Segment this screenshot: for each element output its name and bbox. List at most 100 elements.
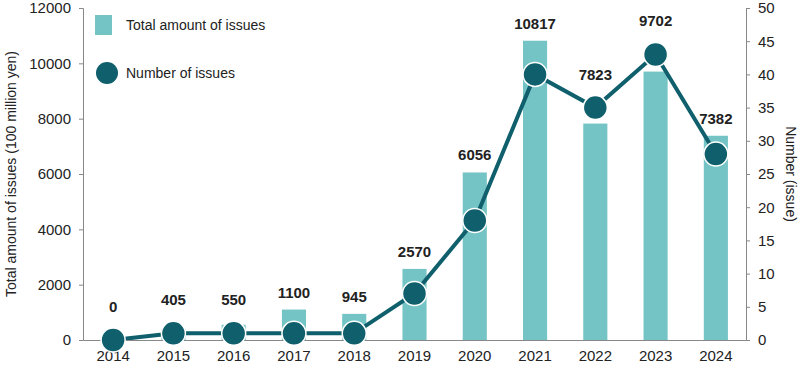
tick: 10 (746, 265, 775, 282)
tick-mark (746, 307, 750, 308)
marker (523, 62, 547, 86)
tick: 8000 (38, 110, 83, 127)
tick: 2022 (579, 340, 612, 364)
tick-label: 2015 (157, 347, 190, 364)
tick: 2023 (639, 340, 672, 364)
chart: 0 2000 4000 6000 8000 10000 12000 0 5 10 15 20 25 30 3… (0, 0, 800, 370)
tick-label: 0 (63, 331, 71, 348)
data-label: 6056 (458, 146, 491, 163)
tick-mark (79, 285, 83, 286)
tick: 20 (746, 199, 775, 216)
legend-swatch (96, 62, 118, 84)
tick-label: 35 (758, 99, 775, 116)
tick-mark (79, 229, 83, 230)
marker (161, 321, 185, 345)
bar (583, 124, 607, 340)
tick-label: 2017 (277, 347, 310, 364)
tick: 2020 (458, 340, 491, 364)
data-label: 7823 (579, 66, 612, 83)
tick-label: 2016 (217, 347, 250, 364)
tick-label: 2023 (639, 347, 672, 364)
tick-label: 2000 (38, 276, 71, 293)
tick-mark (746, 74, 750, 75)
tick-label: 2019 (398, 347, 431, 364)
tick-label: 8000 (38, 110, 71, 127)
tick-label: 10 (758, 265, 775, 282)
tick-label: 20 (758, 199, 775, 216)
data-label: 550 (221, 291, 246, 308)
y-axis-title: Total amount of issues (100 million yen) (3, 51, 19, 297)
legend: Total amount of issuesNumber of issues (95, 15, 265, 84)
tick-label: 2024 (699, 347, 732, 364)
y2-axis: 0 5 10 15 20 25 30 35 40 45 50 (746, 0, 775, 348)
tick-label: 15 (758, 232, 775, 249)
bars (161, 41, 728, 340)
tick: 2019 (398, 340, 431, 364)
axis-line (79, 9, 84, 341)
marker (101, 328, 125, 352)
tick-label: 40 (758, 66, 775, 83)
marker (342, 321, 366, 345)
tick-label: 50 (758, 0, 775, 16)
tick-label: 10000 (29, 55, 71, 72)
data-labels: 0111171840354328040555011009452570605610… (109, 12, 733, 348)
bar (523, 41, 547, 340)
plot-area (113, 41, 728, 340)
x-axis: 2014201520162017201820192020202120222023… (84, 340, 747, 364)
marker (583, 96, 607, 120)
line (113, 54, 716, 340)
data-label: 2570 (398, 243, 431, 260)
tick: 0 (63, 331, 83, 348)
data-label: 945 (342, 288, 367, 305)
bar (402, 269, 426, 340)
data-label: 1100 (278, 284, 311, 301)
legend-label: Total amount of issues (126, 17, 265, 33)
tick: 2024 (699, 340, 732, 364)
tick: 40 (746, 66, 775, 83)
data-label: 405 (161, 291, 186, 308)
tick-mark (79, 119, 83, 120)
markers (101, 42, 728, 352)
tick-label: 2018 (338, 347, 371, 364)
tick: 25 (746, 165, 775, 182)
tick: 0 (746, 331, 766, 348)
tick-mark (746, 108, 750, 109)
tick: 50 (746, 0, 775, 16)
tick: 2021 (518, 340, 551, 364)
tick: 30 (746, 132, 775, 149)
tick-mark (79, 340, 83, 341)
tick-label: 25 (758, 165, 775, 182)
marker (222, 321, 246, 345)
tick-label: 4000 (38, 221, 71, 238)
tick: 4000 (38, 221, 83, 238)
marker (644, 42, 668, 66)
bar (704, 136, 728, 340)
tick-label: 12000 (29, 0, 71, 16)
tick-mark (746, 207, 750, 208)
marker (282, 321, 306, 345)
tick-label: 0 (758, 331, 766, 348)
tick-label: 5 (758, 298, 766, 315)
tick-mark (746, 340, 750, 341)
bar (644, 72, 668, 340)
tick-mark (746, 274, 750, 275)
tick: 45 (746, 33, 775, 50)
tick-mark (746, 240, 750, 241)
tick-mark (746, 8, 750, 9)
data-label: 7382 (699, 110, 732, 127)
data-label: 9702 (639, 12, 672, 29)
tick-label: 2021 (518, 347, 551, 364)
axis-line (747, 9, 751, 341)
tick-mark (746, 174, 750, 175)
tick-mark (79, 174, 83, 175)
tick-mark (746, 41, 750, 42)
tick-mark (79, 8, 83, 9)
y2-axis-title: Number (issue) (783, 126, 799, 222)
tick-mark (79, 63, 83, 64)
tick: 2000 (38, 276, 83, 293)
tick-label: 30 (758, 132, 775, 149)
marker (463, 208, 487, 232)
tick-label: 2022 (579, 347, 612, 364)
tick-label: 6000 (38, 165, 71, 182)
tick-label: 45 (758, 33, 775, 50)
